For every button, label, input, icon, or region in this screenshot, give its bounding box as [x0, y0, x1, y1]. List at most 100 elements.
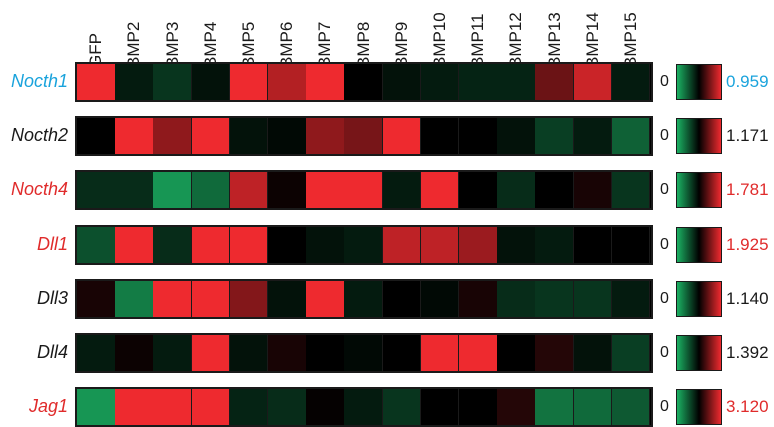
- heatmap-cell: [115, 172, 154, 208]
- heatmap-cell: [459, 172, 498, 208]
- heatmap-row-dll3: [75, 279, 653, 319]
- heatmap-cell: [77, 335, 116, 371]
- heatmap-cell: [382, 281, 422, 317]
- heatmap-cell: [459, 281, 498, 317]
- heatmap-cell: [191, 281, 231, 317]
- gene-label-dll4: Dll4: [36, 342, 68, 362]
- scale-max-label: 0.959: [726, 72, 769, 91]
- column-label-bmp4: BMP4: [200, 21, 220, 68]
- heatmap-cell: [420, 281, 460, 317]
- scale-max-label: 1.781: [726, 180, 769, 199]
- color-scale-bar: [676, 118, 722, 154]
- heatmap-cell: [535, 64, 575, 100]
- color-scale-bar: [676, 172, 722, 208]
- heatmap-cell: [420, 64, 460, 100]
- heatmap-cell: [344, 227, 384, 263]
- column-label-bmp5: BMP5: [238, 21, 258, 68]
- scale-max-label: 1.392: [726, 343, 769, 362]
- column-label-bmp15: BMP15: [620, 12, 640, 68]
- heatmap-cell: [191, 389, 231, 425]
- heatmap-cell: [344, 64, 384, 100]
- heatmap-cell: [344, 281, 384, 317]
- heatmap-cell: [420, 118, 460, 154]
- heatmap-cell: [229, 118, 269, 154]
- heatmap-row-jag1: [75, 387, 653, 427]
- heatmap-figure: GFP BMP2 BMP3 BMP4 BMP5 BMP6 BMP7 BMP8 BMP9 BMP10…: [10, 12, 769, 427]
- heatmap-cell: [344, 335, 384, 371]
- heatmap-cell: [77, 118, 116, 154]
- heatmap-cell: [229, 281, 269, 317]
- heatmap-cell: [573, 172, 613, 208]
- color-scale-bar: [676, 64, 722, 100]
- gene-label-nocth1: Nocth1: [10, 71, 68, 91]
- heatmap-cell: [77, 389, 116, 425]
- gene-label-jag1: Jag1: [28, 396, 68, 416]
- column-label-bmp3: BMP3: [162, 21, 182, 68]
- heatmap-cell: [535, 227, 575, 263]
- heatmap-cell: [497, 172, 536, 208]
- heatmap-cell: [268, 118, 307, 154]
- scale-max-label: 1.140: [726, 289, 769, 308]
- color-scale-bar: [676, 389, 722, 425]
- heatmap-cell: [229, 227, 269, 263]
- heatmap-cell: [382, 389, 422, 425]
- color-scale-bar: [676, 335, 722, 371]
- column-label-bmp8: BMP8: [353, 21, 373, 68]
- heatmap-row-dll4: [75, 333, 653, 373]
- heatmap-cell: [497, 227, 536, 263]
- gene-label-dll3: Dll3: [36, 288, 68, 308]
- heatmap-cell: [153, 172, 193, 208]
- heatmap-cell: [268, 335, 307, 371]
- scale-min-label: 0: [660, 344, 669, 361]
- heatmap-cell: [268, 64, 307, 100]
- heatmap-cell: [535, 118, 575, 154]
- heatmap-cell: [77, 281, 116, 317]
- heatmap-cell: [497, 335, 536, 371]
- heatmap-cell: [229, 172, 269, 208]
- column-label-bmp9: BMP9: [391, 21, 411, 68]
- scale-min-label: 0: [660, 127, 669, 144]
- heatmap-row-dll1: [75, 225, 653, 265]
- gene-label-dll1: Dll1: [36, 234, 68, 254]
- heatmap-cell: [459, 389, 498, 425]
- scale-max-label: 1.925: [726, 235, 769, 254]
- heatmap-cell: [268, 281, 307, 317]
- column-label-bmp14: BMP14: [582, 12, 602, 68]
- heatmap-cell: [115, 64, 154, 100]
- heatmap-cell: [77, 172, 116, 208]
- scale-min-label: 0: [660, 181, 669, 198]
- heatmap-cell: [611, 172, 651, 208]
- heatmap-cell: [344, 172, 384, 208]
- heatmap-cell: [420, 389, 460, 425]
- column-label-bmp13: BMP13: [544, 12, 564, 68]
- heatmap-cell: [535, 335, 575, 371]
- heatmap-cell: [229, 335, 269, 371]
- heatmap-cell: [573, 64, 613, 100]
- heatmap-cell: [459, 64, 498, 100]
- scale-min-label: 0: [660, 236, 669, 253]
- heatmap-cell: [153, 281, 193, 317]
- heatmap-cell: [611, 389, 651, 425]
- heatmap-cell: [573, 335, 613, 371]
- heatmap-cell: [153, 389, 193, 425]
- heatmap-cell: [306, 227, 345, 263]
- heatmap-cell: [535, 389, 575, 425]
- heatmap-cell: [153, 335, 193, 371]
- heatmap-cell: [115, 389, 154, 425]
- heatmap-cell: [382, 118, 422, 154]
- heatmap-cell: [420, 335, 460, 371]
- heatmap-cell: [306, 335, 345, 371]
- heatmap-cell: [191, 64, 231, 100]
- column-label-bmp10: BMP10: [429, 12, 449, 68]
- heatmap-cell: [268, 227, 307, 263]
- heatmap-cell: [344, 118, 384, 154]
- heatmap-cell: [459, 118, 498, 154]
- heatmap-cell: [115, 118, 154, 154]
- heatmap-cell: [306, 389, 345, 425]
- gene-label-nocth2: Nocth2: [10, 125, 68, 145]
- heatmap-cell: [115, 281, 154, 317]
- heatmap-cell: [382, 172, 422, 208]
- heatmap-cell: [497, 64, 536, 100]
- heatmap-cell: [497, 281, 536, 317]
- color-scale-bar: [676, 227, 722, 263]
